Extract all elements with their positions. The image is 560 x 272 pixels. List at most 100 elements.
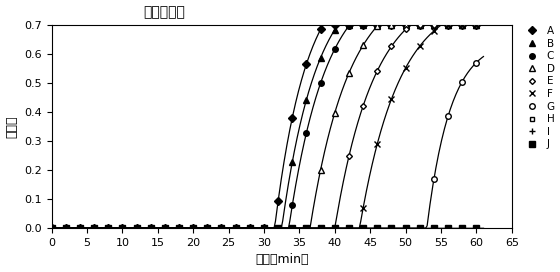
H [332,227,338,230]
F [147,227,154,230]
I [176,227,183,230]
B [402,23,409,27]
I [232,227,239,230]
D [303,227,310,230]
E [62,227,69,230]
B [176,227,183,230]
H [303,227,310,230]
A [105,227,111,230]
C [332,47,338,51]
G [275,227,282,230]
F [246,227,253,230]
C [190,227,197,230]
Line: G: G [49,60,479,231]
E [388,45,395,48]
B [289,160,296,163]
H [147,227,154,230]
H [275,227,282,230]
E [332,227,338,230]
G [388,227,395,230]
B [332,28,338,31]
C [204,227,211,230]
B [246,227,253,230]
G [289,227,296,230]
H [417,227,423,230]
G [374,227,381,230]
A [473,23,480,27]
Line: A: A [49,22,479,231]
H [190,227,197,230]
H [246,227,253,230]
J [388,227,395,230]
H [48,227,55,230]
I [119,227,126,230]
A [62,227,69,230]
F [62,227,69,230]
B [431,23,437,27]
F [119,227,126,230]
B [62,227,69,230]
B [161,227,168,230]
A [204,227,211,230]
F [190,227,197,230]
A [77,227,83,230]
H [260,227,267,230]
A [176,227,183,230]
H [402,227,409,230]
X-axis label: 时间（min）: 时间（min） [255,254,309,267]
J [402,227,409,230]
D [91,227,97,230]
C [218,227,225,230]
C [77,227,83,230]
A [161,227,168,230]
E [161,227,168,230]
J [48,227,55,230]
Line: F: F [48,21,480,232]
E [289,227,296,230]
C [318,81,324,85]
E [105,227,111,230]
I [473,227,480,230]
J [260,227,267,230]
Line: B: B [49,22,479,231]
F [105,227,111,230]
I [204,227,211,230]
I [445,227,451,230]
C [346,24,352,27]
E [147,227,154,230]
D [275,227,282,230]
G [459,80,465,83]
J [232,227,239,230]
F [133,227,140,230]
D [402,23,409,27]
D [318,168,324,171]
D [62,227,69,230]
B [232,227,239,230]
I [91,227,97,230]
J [218,227,225,230]
I [260,227,267,230]
F [218,227,225,230]
G [48,227,55,230]
G [161,227,168,230]
D [161,227,168,230]
I [431,227,437,230]
G [360,227,366,230]
H [346,227,352,230]
F [346,227,352,230]
J [303,227,310,230]
D [48,227,55,230]
G [77,227,83,230]
E [402,28,409,31]
D [176,227,183,230]
E [360,104,366,108]
G [204,227,211,230]
I [275,227,282,230]
A [246,227,253,230]
B [105,227,111,230]
H [445,227,451,230]
C [62,227,69,230]
F [431,29,437,33]
D [473,23,480,27]
H [289,227,296,230]
